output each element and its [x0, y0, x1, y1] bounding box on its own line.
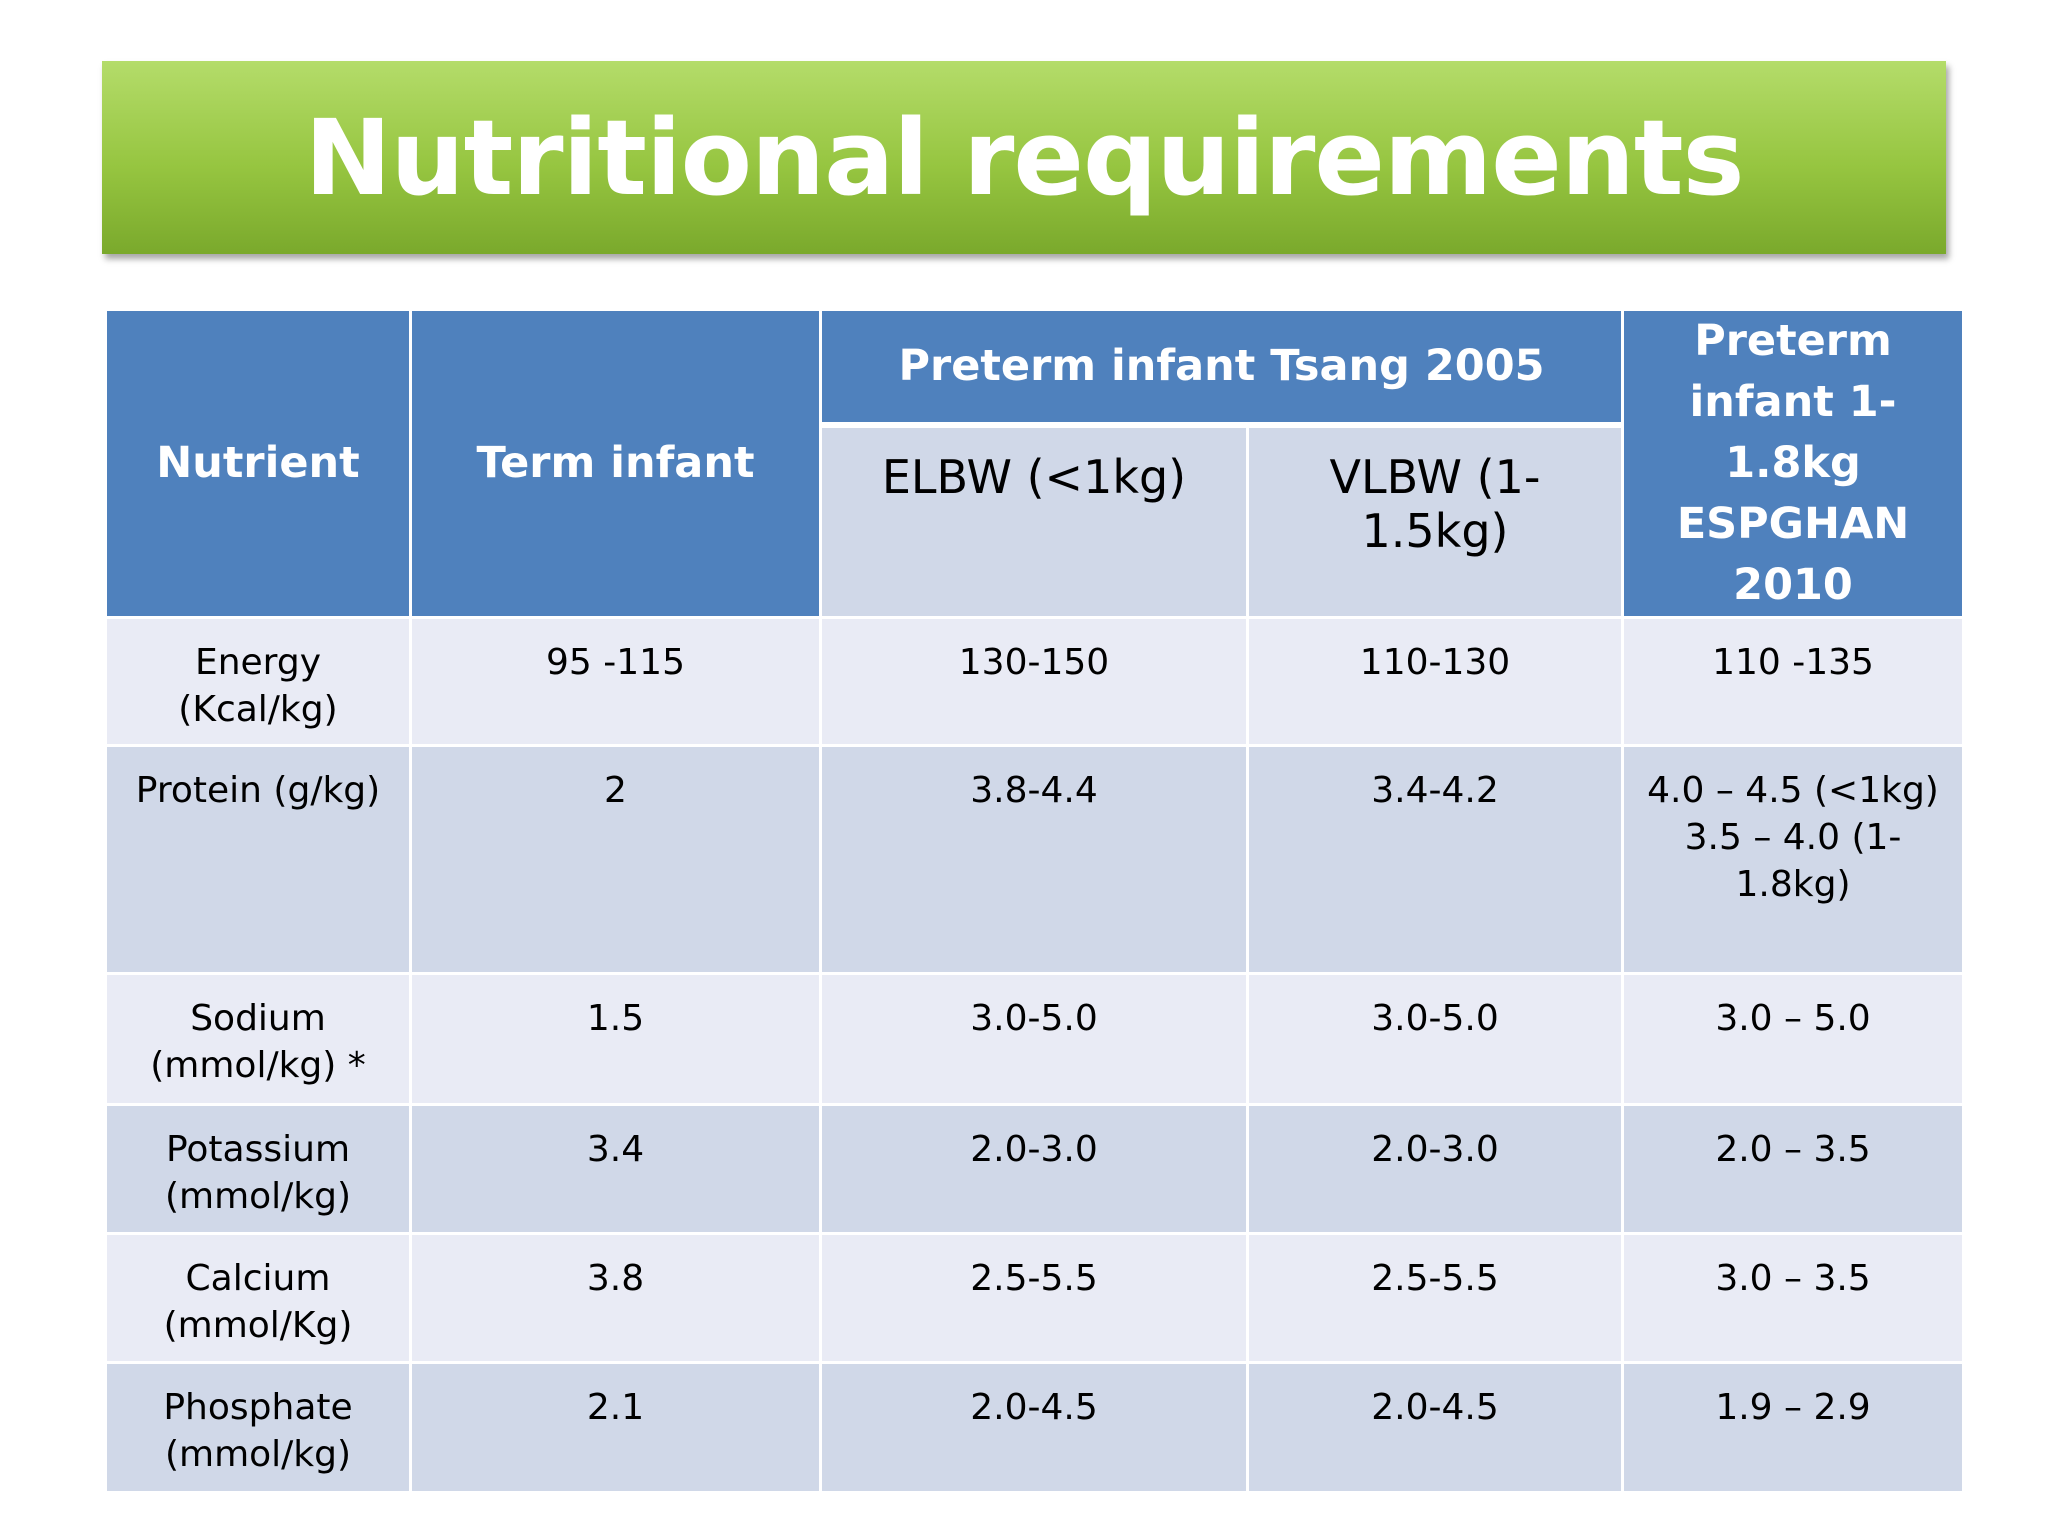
cell-line: 4.0 – 4.5 (<1kg): [1647, 770, 1939, 811]
table-cell: 95 -115: [409, 616, 822, 747]
table-cell: 4.0 – 4.5 (<1kg) 3.5 – 4.0 (1-1.8kg): [1621, 744, 1966, 975]
table-cell: 2.0-4.5: [1245, 1361, 1625, 1494]
table-cell: 1.9 – 2.9: [1621, 1361, 1966, 1494]
table-row: Protein (g/kg) 2 3.8-4.4 3.4-4.2 4.0 – 4.5 (…: [104, 744, 1966, 975]
cell-line: 3.5 – 4.0 (1-1.8kg): [1684, 817, 1902, 905]
table-cell: 1.5: [409, 972, 822, 1106]
table-cell: 3.0-5.0: [1245, 972, 1625, 1106]
table-body: Energy (Kcal/kg) 95 -115 130-150 110-130 110…: [104, 616, 1966, 1494]
table-cell: 2.5-5.5: [1245, 1232, 1625, 1364]
title-banner: Nutritional requirements: [102, 61, 1946, 254]
table-row: Potassium (mmol/kg) 3.4 2.0-3.0 2.0-3.0 2.0 …: [104, 1103, 1966, 1235]
table-cell: 130-150: [819, 616, 1249, 747]
table-cell: 2.0-3.0: [819, 1103, 1249, 1235]
table-cell: 110-130: [1245, 616, 1625, 747]
table-cell: 3.4-4.2: [1245, 744, 1625, 975]
table-cell: Calcium (mmol/Kg): [104, 1232, 412, 1364]
table-cell: 110 -135: [1621, 616, 1966, 747]
subcolumn-header: VLBW (1-1.5kg): [1245, 421, 1625, 619]
table-cell: Phosphate (mmol/kg): [104, 1361, 412, 1494]
column-header: Nutrient: [104, 308, 412, 619]
table-cell: Protein (g/kg): [104, 744, 412, 975]
table-cell: 3.0 – 5.0: [1621, 972, 1966, 1106]
table-cell: 3.0-5.0: [819, 972, 1249, 1106]
table-cell: 2.0-4.5: [819, 1361, 1249, 1494]
group-header: Preterm infant Tsang 2005: [818, 307, 1625, 427]
table-cell: Sodium (mmol/kg) *: [104, 972, 412, 1106]
table-cell: 3.4: [409, 1103, 822, 1235]
table-row: Energy (Kcal/kg) 95 -115 130-150 110-130 110…: [104, 616, 1966, 747]
table-row: Sodium (mmol/kg) * 1.5 3.0-5.0 3.0-5.0 3.0 –…: [104, 972, 1966, 1106]
table-cell: 3.8-4.4: [819, 744, 1249, 975]
table-cell: 3.8: [409, 1232, 822, 1364]
table-cell: 2.0 – 3.5: [1621, 1103, 1966, 1235]
table-cell: 3.0 – 3.5: [1621, 1232, 1966, 1364]
table-row: Calcium (mmol/Kg) 3.8 2.5-5.5 2.5-5.5 3.0 – …: [104, 1232, 1966, 1364]
column-header: Term infant: [409, 308, 822, 619]
table-cell: 2.5-5.5: [819, 1232, 1249, 1364]
column-header: Preterm infant 1-1.8kg ESPGHAN 2010: [1621, 308, 1966, 619]
title: Nutritional requirements: [304, 96, 1745, 219]
table-cell: Energy (Kcal/kg): [104, 616, 412, 747]
subcolumn-header: ELBW (<1kg): [819, 421, 1249, 619]
table-cell: Potassium (mmol/kg): [104, 1103, 412, 1235]
table-cell: 2.1: [409, 1361, 822, 1494]
table-cell: 2.0-3.0: [1245, 1103, 1625, 1235]
nutrition-table: Nutrient Term infant Preterm infant Tsan…: [104, 307, 1966, 1494]
table-cell: 2: [409, 744, 822, 975]
table-row: Phosphate (mmol/kg) 2.1 2.0-4.5 2.0-4.5 1.9 …: [104, 1361, 1966, 1494]
